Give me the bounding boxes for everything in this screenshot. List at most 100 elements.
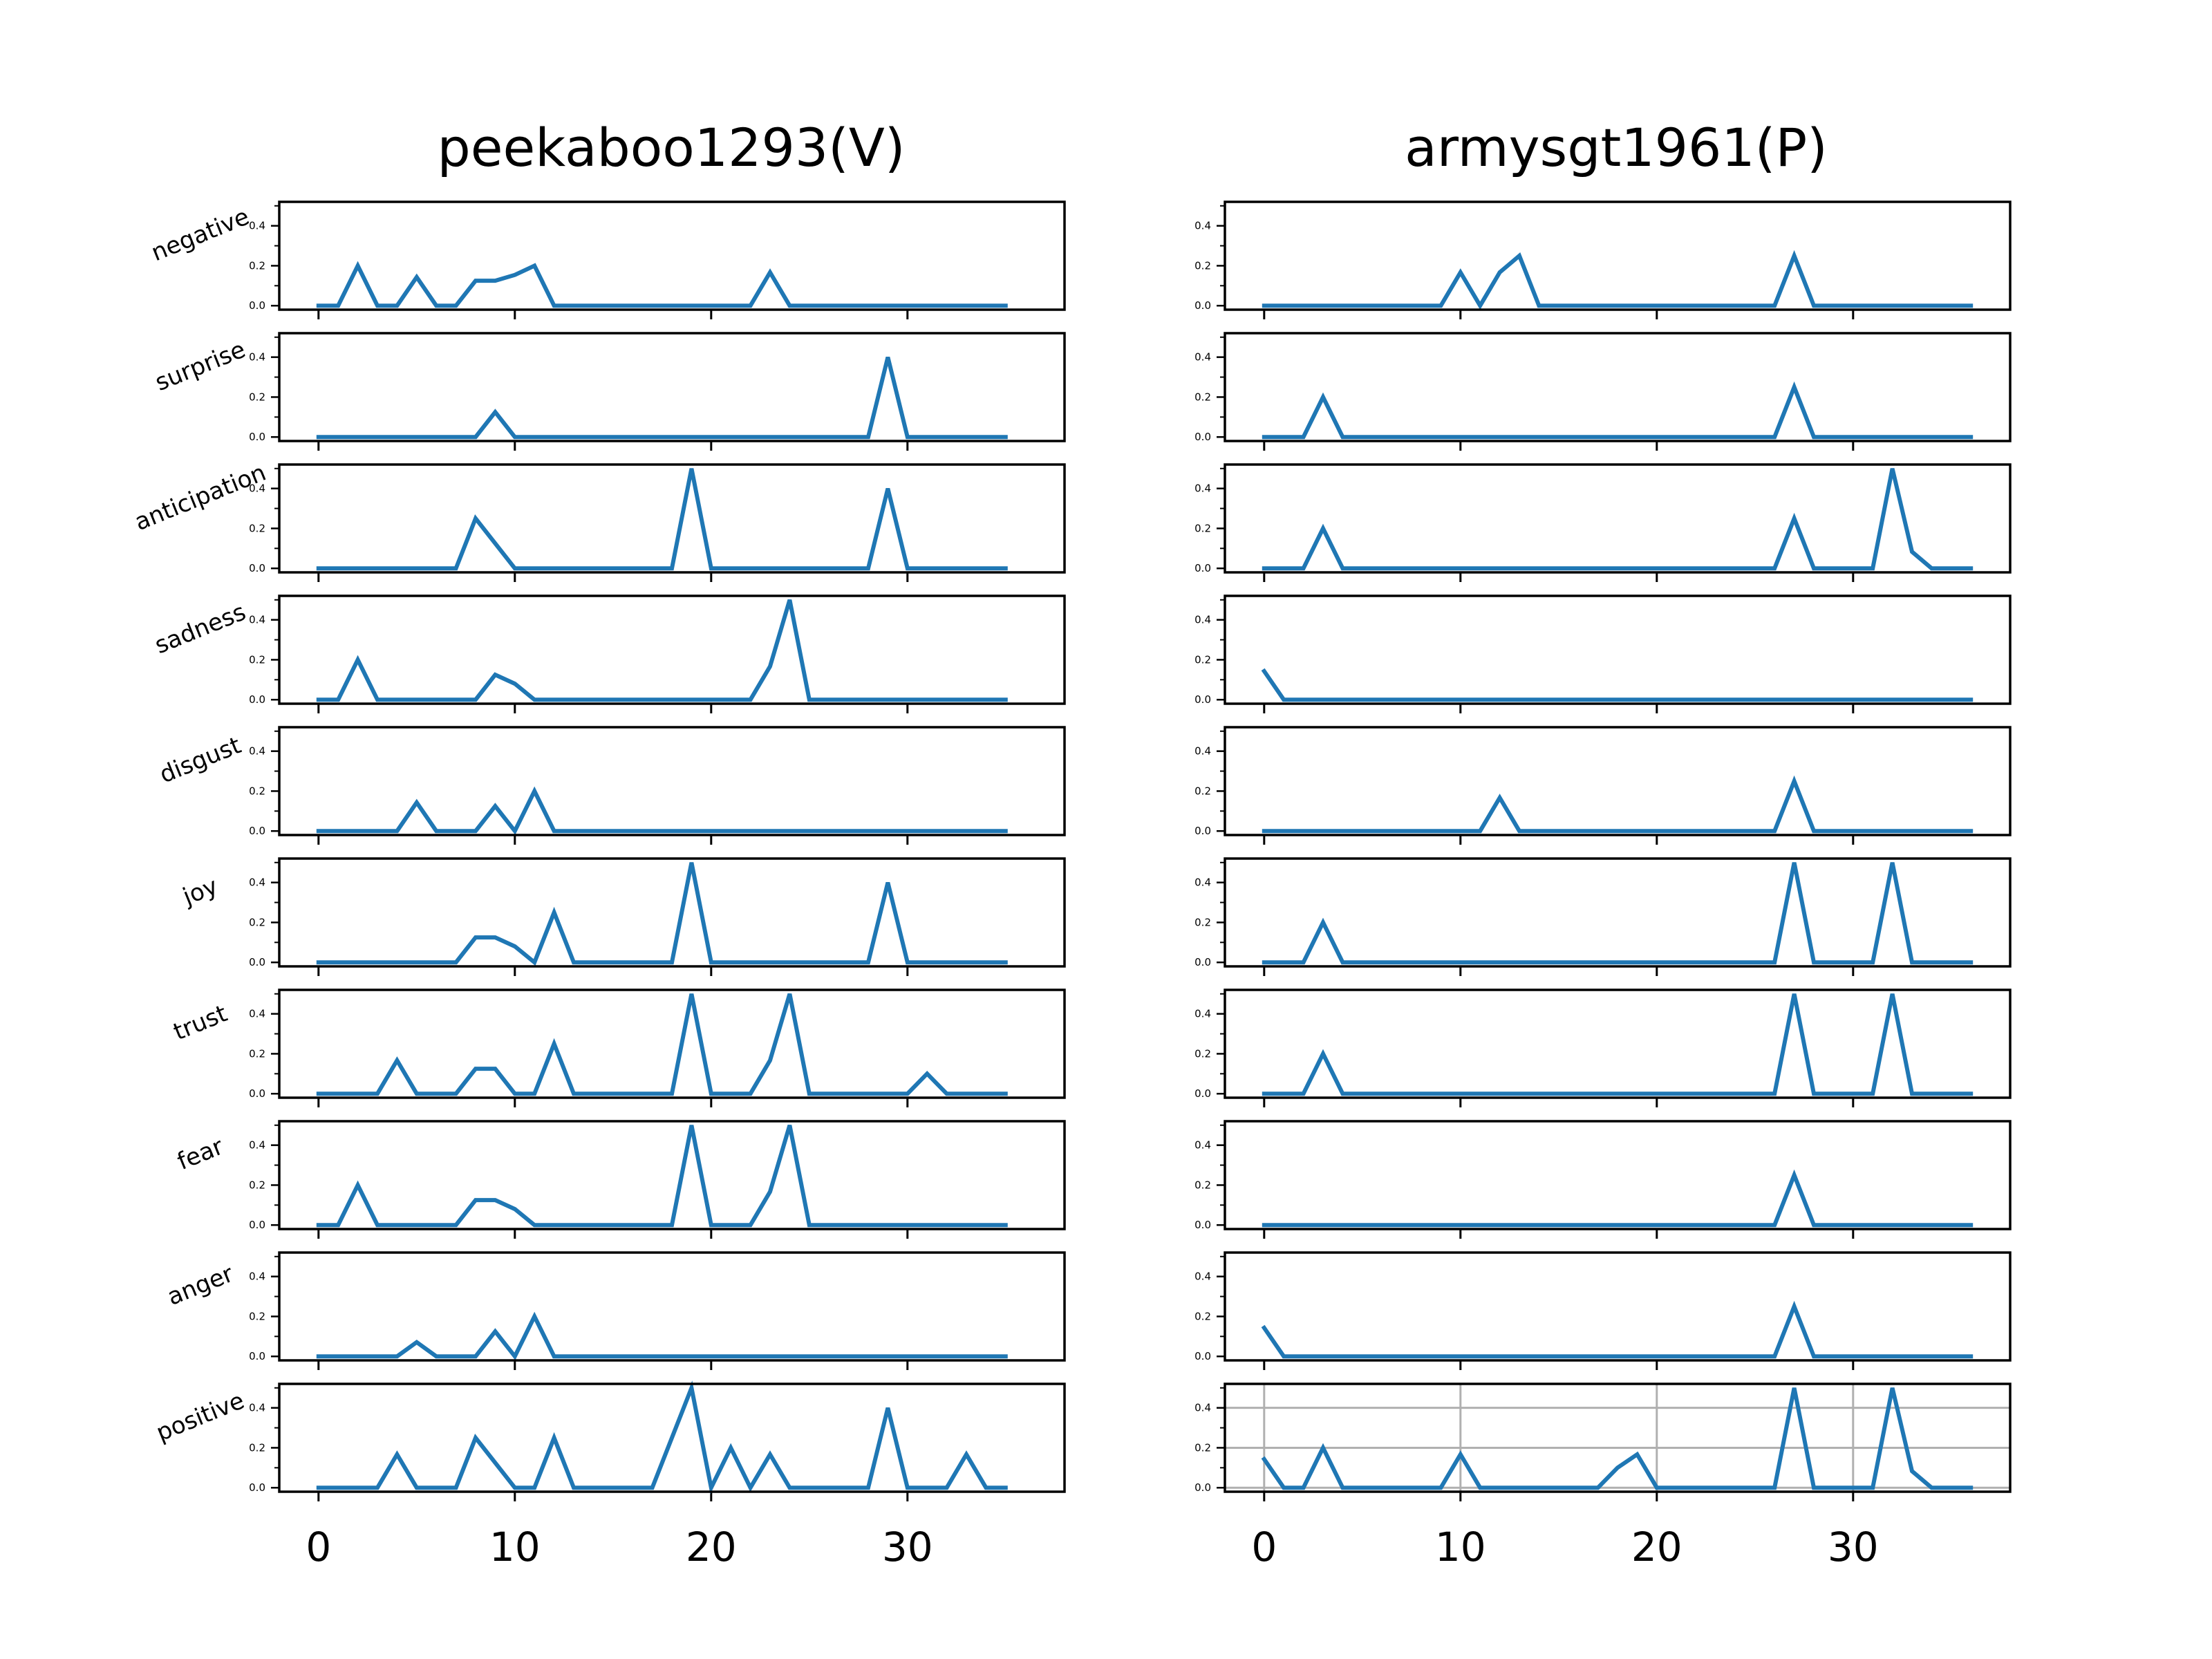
panel-right-surprise: 0.0 0.2 0.4 bbox=[1194, 332, 2012, 451]
y-tick-label: 0.4 bbox=[1194, 614, 1211, 626]
y-tick-label: 0.4 bbox=[1194, 745, 1211, 758]
y-tick-label: 0.2 bbox=[249, 259, 265, 272]
y-tick-label: 0.4 bbox=[1194, 1008, 1211, 1020]
series-line-positive bbox=[1261, 1387, 1974, 1490]
y-tick-label: 0.2 bbox=[1194, 785, 1211, 797]
y-tick-label: 0.4 bbox=[249, 1402, 265, 1414]
y-tick-label: 0.2 bbox=[249, 1179, 265, 1191]
axes-frame bbox=[278, 200, 1066, 311]
y-tick-label: 0.0 bbox=[1194, 1481, 1211, 1494]
panel-right-trust: 0.0 0.2 0.4 bbox=[1194, 988, 2012, 1107]
panel-right-negative: 0.0 0.2 0.4 bbox=[1194, 200, 2012, 319]
axes-frame bbox=[278, 1382, 1066, 1493]
y-tick-label: 0.2 bbox=[249, 653, 265, 666]
y-tick-label: 0.0 bbox=[249, 562, 265, 574]
panel-right-anticipation: 0.0 0.2 0.4 bbox=[1194, 463, 2012, 582]
series-line-joy bbox=[316, 862, 1008, 966]
axes-frame bbox=[278, 594, 1066, 705]
x-tick-label-left: 10 bbox=[489, 1524, 541, 1571]
x-tick-label-left: 20 bbox=[686, 1524, 737, 1571]
y-tick-label: 0.4 bbox=[249, 220, 265, 232]
axes-frame bbox=[1224, 332, 2012, 442]
y-tick-label: 0.4 bbox=[1194, 351, 1211, 364]
y-tick-label: 0.4 bbox=[249, 1008, 265, 1020]
y-tick-label: 0.2 bbox=[1194, 259, 1211, 272]
y-tick-label: 0.0 bbox=[249, 825, 265, 837]
x-tick-label-left: 0 bbox=[306, 1524, 331, 1571]
y-tick-label: 0.4 bbox=[249, 1271, 265, 1283]
series-line-surprise bbox=[1262, 381, 1974, 440]
y-tick-label: 0.4 bbox=[249, 745, 265, 758]
y-tick-label: 0.2 bbox=[1194, 1047, 1211, 1060]
series-line-surprise bbox=[316, 356, 1008, 440]
y-tick-label: 0.2 bbox=[1194, 916, 1211, 928]
y-tick-label: 0.4 bbox=[1194, 1271, 1211, 1283]
series-line-sadness bbox=[316, 599, 1008, 702]
series-line-anger bbox=[1261, 1300, 1974, 1359]
y-tick-label: 0.0 bbox=[249, 1350, 265, 1362]
series-line-positive bbox=[316, 1380, 1008, 1494]
panel-right-joy: 0.0 0.2 0.4 bbox=[1194, 857, 2012, 976]
axes-frame bbox=[1224, 1120, 2012, 1230]
y-tick-label: 0.2 bbox=[1194, 391, 1211, 403]
series-line-anger bbox=[316, 1311, 1008, 1360]
column-title-left: peekaboo1293(V) bbox=[438, 117, 906, 178]
axes-frame bbox=[1224, 988, 2012, 1099]
y-tick-label: 0.4 bbox=[249, 1139, 265, 1152]
column-title-right: armysgt1961(P) bbox=[1405, 117, 1828, 178]
series-line-anticipation bbox=[1262, 468, 1974, 571]
y-tick-label: 0.0 bbox=[249, 431, 265, 443]
y-tick-label: 0.0 bbox=[1194, 956, 1211, 968]
series-line-joy bbox=[1262, 862, 1974, 965]
y-tick-label: 0.0 bbox=[1194, 1087, 1211, 1100]
series-line-fear bbox=[316, 1124, 1008, 1228]
axes-frame bbox=[278, 1251, 1066, 1362]
y-tick-label: 0.4 bbox=[1194, 220, 1211, 232]
y-tick-label: 0.0 bbox=[249, 299, 265, 312]
y-tick-label: 0.0 bbox=[1194, 299, 1211, 312]
y-tick-label: 0.2 bbox=[1194, 1441, 1211, 1454]
axes-frame bbox=[278, 1120, 1066, 1230]
axes-frame bbox=[278, 726, 1066, 836]
y-tick-label: 0.2 bbox=[1194, 653, 1211, 666]
y-tick-label: 0.2 bbox=[249, 391, 265, 403]
axes-frame bbox=[1224, 463, 2012, 574]
series-line-anticipation bbox=[316, 468, 1008, 571]
x-tick-label-right: 30 bbox=[1828, 1524, 1879, 1571]
x-tick-label-right: 0 bbox=[1251, 1524, 1277, 1571]
axes-frame bbox=[1224, 726, 2012, 836]
series-line-disgust bbox=[316, 786, 1008, 835]
x-tick-label-left: 30 bbox=[882, 1524, 933, 1571]
x-tick-label-right: 10 bbox=[1435, 1524, 1486, 1571]
axes-frame bbox=[278, 463, 1066, 574]
series-line-negative bbox=[316, 261, 1008, 308]
axes-frame bbox=[1224, 1251, 2012, 1362]
y-tick-label: 0.4 bbox=[1194, 482, 1211, 495]
series-line-trust bbox=[1262, 993, 1974, 1096]
x-tick-label-right: 20 bbox=[1631, 1524, 1683, 1571]
y-tick-label: 0.0 bbox=[1194, 1350, 1211, 1362]
axes-frame bbox=[1224, 200, 2012, 311]
axes-frame bbox=[278, 332, 1066, 442]
panel-right-positive: 0.0 0.2 0.4 bbox=[1194, 1382, 2012, 1501]
y-tick-label: 0.4 bbox=[1194, 1402, 1211, 1414]
y-tick-label: 0.4 bbox=[1194, 1139, 1211, 1152]
axes-frame bbox=[278, 857, 1066, 968]
y-tick-label: 0.4 bbox=[1194, 877, 1211, 889]
series-line-trust bbox=[316, 993, 1008, 1096]
y-tick-label: 0.0 bbox=[249, 1481, 265, 1494]
y-tick-label: 0.4 bbox=[249, 614, 265, 626]
panel-grid: 0.00.20.4negative0.00.20.4surprise0.00.2… bbox=[131, 200, 2012, 1571]
y-tick-label: 0.0 bbox=[1194, 693, 1211, 706]
y-tick-label: 0.2 bbox=[1194, 522, 1211, 534]
panel-right-fear: 0.0 0.2 0.4 bbox=[1194, 1120, 2012, 1239]
y-tick-label: 0.4 bbox=[249, 482, 265, 495]
axes-frame bbox=[1224, 594, 2012, 705]
axes-frame bbox=[1224, 1382, 2012, 1493]
y-tick-label: 0.0 bbox=[1194, 825, 1211, 837]
y-tick-label: 0.0 bbox=[249, 1219, 265, 1231]
y-tick-label: 0.2 bbox=[249, 1310, 265, 1322]
y-tick-label: 0.2 bbox=[249, 1047, 265, 1060]
y-tick-label: 0.2 bbox=[1194, 1310, 1211, 1322]
y-tick-label: 0.0 bbox=[1194, 1219, 1211, 1231]
